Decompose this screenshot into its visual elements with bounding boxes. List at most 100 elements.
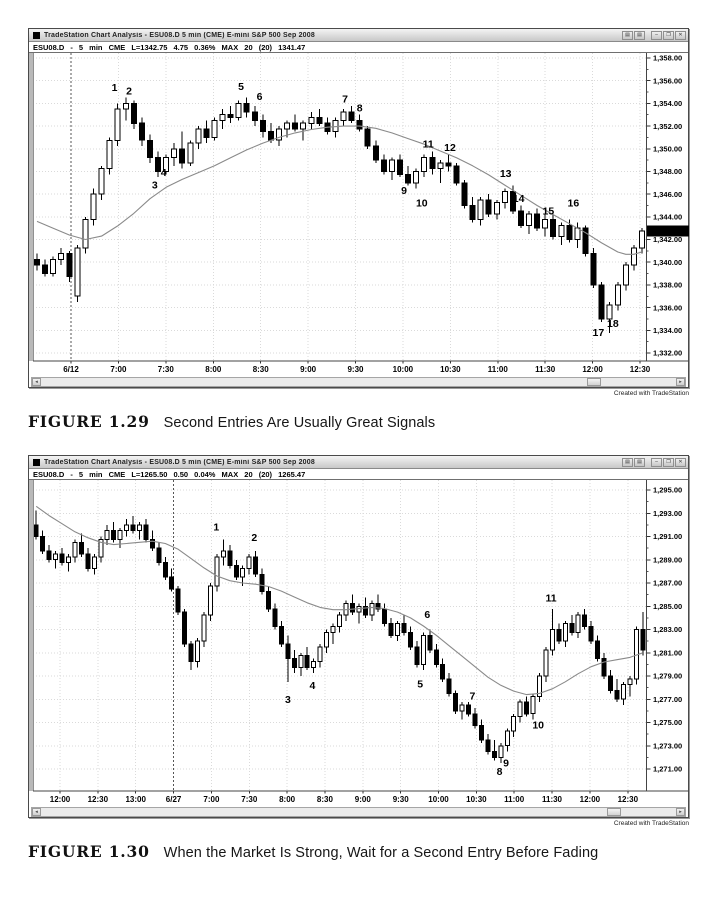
svg-text:1,340.00: 1,340.00 [653,258,682,267]
svg-text:6/27: 6/27 [166,795,182,804]
horizontal-scrollbar[interactable]: ◂ ▸ [31,807,686,817]
restore-button[interactable]: ❐ [663,457,674,467]
moving-average-line [35,505,643,696]
svg-text:7:30: 7:30 [241,795,258,804]
svg-text:1,348.00: 1,348.00 [653,167,682,176]
tile-button-2[interactable]: ▤ [634,30,645,40]
scrollbar-thumb[interactable] [587,378,602,386]
svg-text:5: 5 [417,679,423,691]
svg-text:1,287.00: 1,287.00 [653,579,682,588]
svg-text:11:00: 11:00 [504,795,525,804]
app-icon [33,31,40,39]
svg-text:13:00: 13:00 [125,795,146,804]
svg-text:9:00: 9:00 [300,365,317,374]
svg-text:1: 1 [112,82,118,94]
svg-text:5: 5 [238,81,244,93]
grid-layer: 1,295.00 1,293.00 1,291.00 1,289.00 1,287.00… [33,480,682,804]
created-with-credit: Created with TradeStation [613,390,689,397]
svg-text:2: 2 [251,532,257,544]
svg-text:8:00: 8:00 [279,795,296,804]
scrollbar-thumb[interactable] [606,808,621,816]
svg-text:3: 3 [285,694,291,706]
figure-caption: FIGURE 1.30 When the Market Is Strong, Wa… [28,842,598,862]
svg-text:10: 10 [532,719,544,731]
svg-text:1,275.00: 1,275.00 [653,718,682,727]
scroll-left-arrow-icon[interactable]: ◂ [32,378,41,386]
svg-text:12: 12 [444,142,456,154]
title-bar[interactable]: TradeStation Chart Analysis - ESU08.D 5 … [29,29,688,42]
svg-text:1,354.00: 1,354.00 [653,99,682,108]
svg-text:9: 9 [503,758,509,770]
chart-area: 1,295.00 1,293.00 1,291.00 1,289.00 1,287.00… [29,480,689,807]
svg-text:1,283.00: 1,283.00 [653,625,682,634]
svg-text:1,285.00: 1,285.00 [653,602,682,611]
figure-caption-text: When the Market Is Strong, Wait for a Se… [163,845,599,861]
tile-button-2[interactable]: ▤ [634,457,645,467]
svg-text:7: 7 [469,690,475,702]
title-bar[interactable]: TradeStation Chart Analysis - ESU08.D 5 … [29,456,688,469]
candles-layer [34,97,645,334]
svg-text:1,342.75: 1,342.75 [650,227,679,236]
window-buttons: ▤ ▤ – ❐ ✕ [622,457,686,467]
svg-text:11:00: 11:00 [488,365,509,374]
close-button[interactable]: ✕ [675,457,686,467]
tile-button[interactable]: ▤ [622,457,633,467]
svg-text:7: 7 [342,93,348,105]
tile-button[interactable]: ▤ [622,30,633,40]
restore-button[interactable]: ❐ [663,30,674,40]
horizontal-scrollbar[interactable]: ◂ ▸ [31,377,686,387]
app-icon [33,458,40,466]
symbol-info-bar: ESU08.D - 5 min CME L=1342.75 4.75 0.36%… [29,42,688,53]
svg-text:1,281.00: 1,281.00 [653,648,682,657]
svg-text:18: 18 [607,318,619,330]
svg-text:1,356.00: 1,356.00 [653,76,682,85]
svg-text:1,334.00: 1,334.00 [653,326,682,335]
tradestation-window-1: TradeStation Chart Analysis - ESU08.D 5 … [28,28,689,388]
svg-text:7:30: 7:30 [158,365,175,374]
svg-text:12:00: 12:00 [582,365,603,374]
scroll-left-arrow-icon[interactable]: ◂ [32,808,41,816]
svg-text:11:30: 11:30 [542,795,563,804]
price-chart-svg[interactable]: 1,295.00 1,293.00 1,291.00 1,289.00 1,287.00… [33,480,689,807]
svg-text:1,338.00: 1,338.00 [653,281,682,290]
svg-text:1,291.00: 1,291.00 [653,532,682,541]
svg-text:1,332.00: 1,332.00 [653,349,682,358]
svg-text:16: 16 [568,198,580,210]
chart-left-edge [29,480,33,791]
close-button[interactable]: ✕ [675,30,686,40]
svg-text:9: 9 [401,185,407,197]
svg-text:1,346.00: 1,346.00 [653,190,682,199]
svg-text:10:30: 10:30 [440,365,461,374]
scroll-right-arrow-icon[interactable]: ▸ [676,808,685,816]
svg-text:12:30: 12:30 [88,795,109,804]
svg-text:7:00: 7:00 [110,365,127,374]
svg-text:9:30: 9:30 [347,365,364,374]
svg-text:1: 1 [213,522,219,534]
figure-number: FIGURE 1.30 [28,842,150,861]
svg-text:12:00: 12:00 [50,795,71,804]
svg-text:1,273.00: 1,273.00 [653,741,682,750]
scroll-right-arrow-icon[interactable]: ▸ [676,378,685,386]
svg-text:1,295.00: 1,295.00 [653,486,682,495]
svg-text:8: 8 [497,766,503,778]
svg-text:6/12: 6/12 [63,365,79,374]
svg-text:1,277.00: 1,277.00 [653,695,682,704]
entry-number-annotations: 1 2 3 4 5 6 7 89 10 11 [213,522,556,778]
minimize-button[interactable]: – [651,30,662,40]
svg-text:9:00: 9:00 [355,795,372,804]
svg-text:17: 17 [593,327,605,339]
figure-caption-text: Second Entries Are Usually Great Signals [163,415,436,431]
window-title: TradeStation Chart Analysis - ESU08.D 5 … [44,458,315,466]
price-chart-svg[interactable]: 1,358.00 1,356.00 1,354.00 1,352.00 1,350.00… [33,53,689,377]
svg-text:14: 14 [513,193,525,205]
svg-text:1,344.00: 1,344.00 [653,213,682,222]
svg-text:6: 6 [424,609,430,621]
svg-text:2: 2 [126,85,132,97]
window-buttons: ▤ ▤ – ❐ ✕ [622,30,686,40]
minimize-button[interactable]: – [651,457,662,467]
last-price-marker: 1,342.75 [647,225,689,237]
svg-text:11:30: 11:30 [535,365,556,374]
svg-text:4: 4 [309,680,315,692]
